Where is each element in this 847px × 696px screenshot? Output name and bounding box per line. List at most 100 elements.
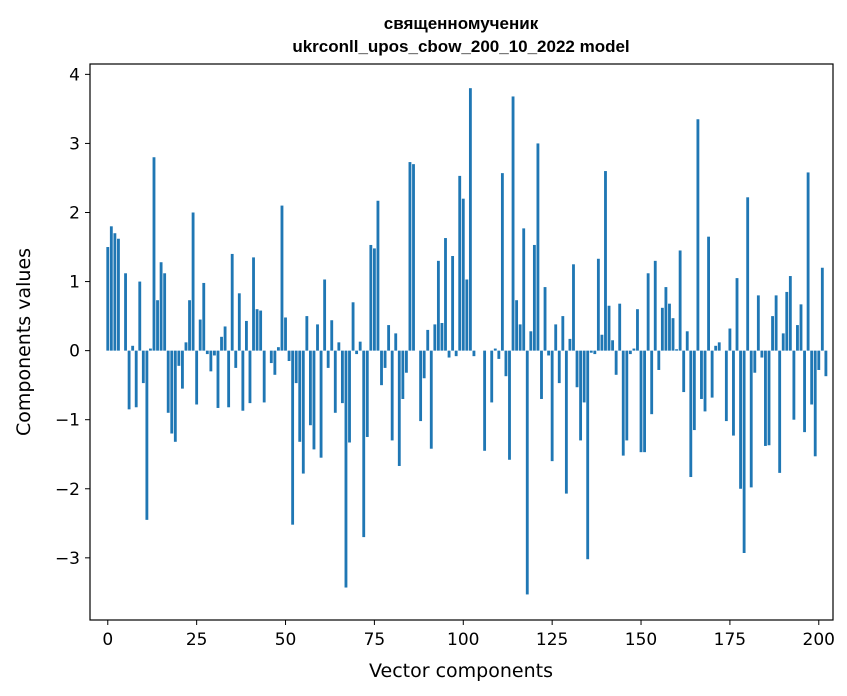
bar xyxy=(646,273,650,351)
bar xyxy=(344,350,348,588)
bar xyxy=(778,350,782,473)
bar xyxy=(149,348,152,351)
bar xyxy=(301,350,305,474)
bar xyxy=(181,350,184,389)
bar xyxy=(614,350,618,375)
bar xyxy=(664,287,668,351)
bar xyxy=(696,119,700,351)
bar xyxy=(326,350,330,368)
bar xyxy=(572,264,575,351)
bar xyxy=(707,236,710,351)
bar xyxy=(117,238,120,351)
bar xyxy=(124,273,127,351)
bar xyxy=(166,350,170,413)
bar xyxy=(753,350,757,373)
bar xyxy=(294,350,298,384)
bar xyxy=(771,316,774,351)
bar xyxy=(131,345,135,351)
bar xyxy=(134,350,138,408)
bar xyxy=(785,291,789,351)
bar xyxy=(724,350,728,422)
y-tick-label: −2 xyxy=(55,480,80,500)
bar xyxy=(252,257,255,351)
bar xyxy=(650,350,654,415)
bar xyxy=(575,350,579,388)
bar xyxy=(803,350,806,433)
bar xyxy=(500,173,504,351)
bar xyxy=(234,350,238,368)
bar xyxy=(461,198,465,351)
bar xyxy=(493,348,497,351)
bar xyxy=(564,350,568,494)
bar xyxy=(628,350,632,355)
bar xyxy=(689,350,693,478)
bar xyxy=(348,350,351,443)
bar xyxy=(468,88,472,351)
bar xyxy=(248,350,252,404)
bar xyxy=(444,238,447,351)
bar xyxy=(173,350,177,442)
chart-subtitle: ukrconll_upos_cbow_200_10_2022 model xyxy=(292,37,629,56)
x-tick-label: 200 xyxy=(803,630,835,650)
bar xyxy=(671,318,675,351)
y-axis-label: Components values xyxy=(13,248,35,436)
bar xyxy=(397,350,401,466)
bar xyxy=(387,325,391,351)
bar xyxy=(458,175,462,351)
y-tick-label: 4 xyxy=(69,65,80,85)
bar xyxy=(255,309,259,351)
bar xyxy=(113,233,117,351)
bar xyxy=(618,303,622,351)
bar xyxy=(550,350,554,462)
bar xyxy=(810,350,814,405)
bar xyxy=(383,350,387,368)
bar xyxy=(447,350,451,358)
bar xyxy=(596,258,600,351)
bar xyxy=(223,326,227,351)
bar xyxy=(337,342,341,351)
bar xyxy=(796,325,799,351)
bar xyxy=(287,350,291,361)
bar xyxy=(109,226,113,351)
bar xyxy=(668,303,671,351)
bar xyxy=(365,350,369,437)
x-tick-label: 125 xyxy=(536,630,568,650)
bar xyxy=(746,197,750,351)
bar xyxy=(522,228,526,351)
bar xyxy=(660,307,664,351)
bar xyxy=(767,350,771,446)
bar xyxy=(806,172,810,351)
bar xyxy=(781,333,785,351)
bar xyxy=(280,205,284,351)
bar xyxy=(586,350,590,560)
bar xyxy=(582,350,586,403)
bar xyxy=(209,350,213,372)
bar xyxy=(145,350,149,520)
bar xyxy=(362,350,366,538)
bar xyxy=(547,350,551,356)
bar xyxy=(568,338,572,351)
bar xyxy=(611,340,615,351)
bar xyxy=(824,350,828,377)
bar xyxy=(518,324,522,351)
bar xyxy=(529,331,533,351)
bar xyxy=(213,350,216,356)
bar xyxy=(401,350,405,399)
bar xyxy=(774,295,778,351)
bar xyxy=(717,342,721,351)
bar xyxy=(604,171,607,351)
x-ticks-group: 0 25 50 75 100 125 150 175 200 xyxy=(102,620,835,650)
bar xyxy=(408,162,412,351)
x-axis-label: Vector components xyxy=(369,660,553,682)
bar xyxy=(141,350,145,384)
bar xyxy=(156,300,159,351)
bar xyxy=(817,350,821,370)
bar xyxy=(433,324,437,351)
bar xyxy=(340,350,344,404)
bar xyxy=(436,260,440,351)
bar xyxy=(276,347,280,351)
bar xyxy=(756,295,760,351)
y-tick-label: −3 xyxy=(55,549,80,569)
plot-frame xyxy=(89,63,834,621)
